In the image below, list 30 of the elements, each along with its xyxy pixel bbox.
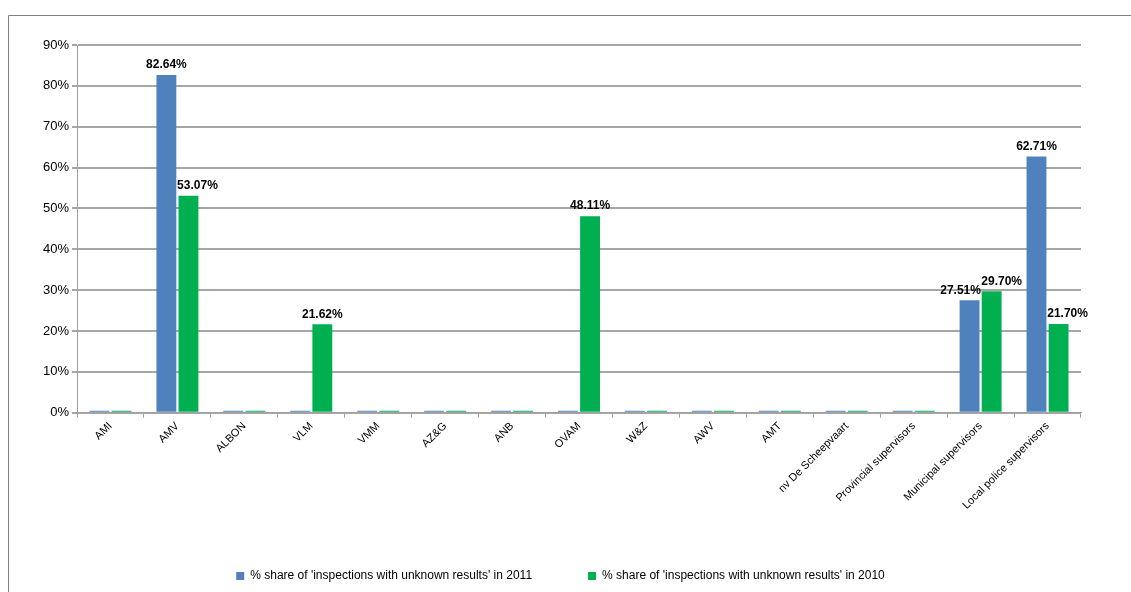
data-label: 53.07% [177,178,219,193]
y-tick-label: 60% [42,159,70,175]
bar [1048,324,1069,412]
data-label: 48.11% [570,198,611,213]
bar [312,324,333,412]
data-label: 21.62% [301,306,343,321]
data-label: 21.70% [1047,306,1089,321]
y-tick-label: 30% [42,281,70,297]
y-tick-label: 20% [42,322,70,338]
data-label: 62.71% [1016,138,1058,153]
data-label: 29.70% [981,273,1023,288]
y-tick-label: 40% [42,240,70,256]
bar [156,75,177,412]
bar [580,216,600,412]
bar [959,300,980,412]
legend-label: % share of 'inspections with unknown results' in 2011 [250,568,533,583]
y-tick-label: 10% [42,363,70,379]
y-tick-label: 90% [42,36,70,52]
y-tick-label: 50% [42,199,70,215]
y-tick-label: 0% [50,404,70,420]
bar [1026,156,1047,412]
x-tick-label: VLM [290,419,315,444]
x-tick-label: AMI [91,419,115,442]
data-label: 82.64% [146,57,188,72]
y-tick-label: 70% [42,118,70,134]
bar [981,291,1002,412]
bar [178,195,199,412]
data-label: 27.51% [940,282,982,297]
y-tick-label: 80% [42,77,70,93]
legend-label: % share of 'inspections with unknown results' in 2010 [602,568,886,583]
